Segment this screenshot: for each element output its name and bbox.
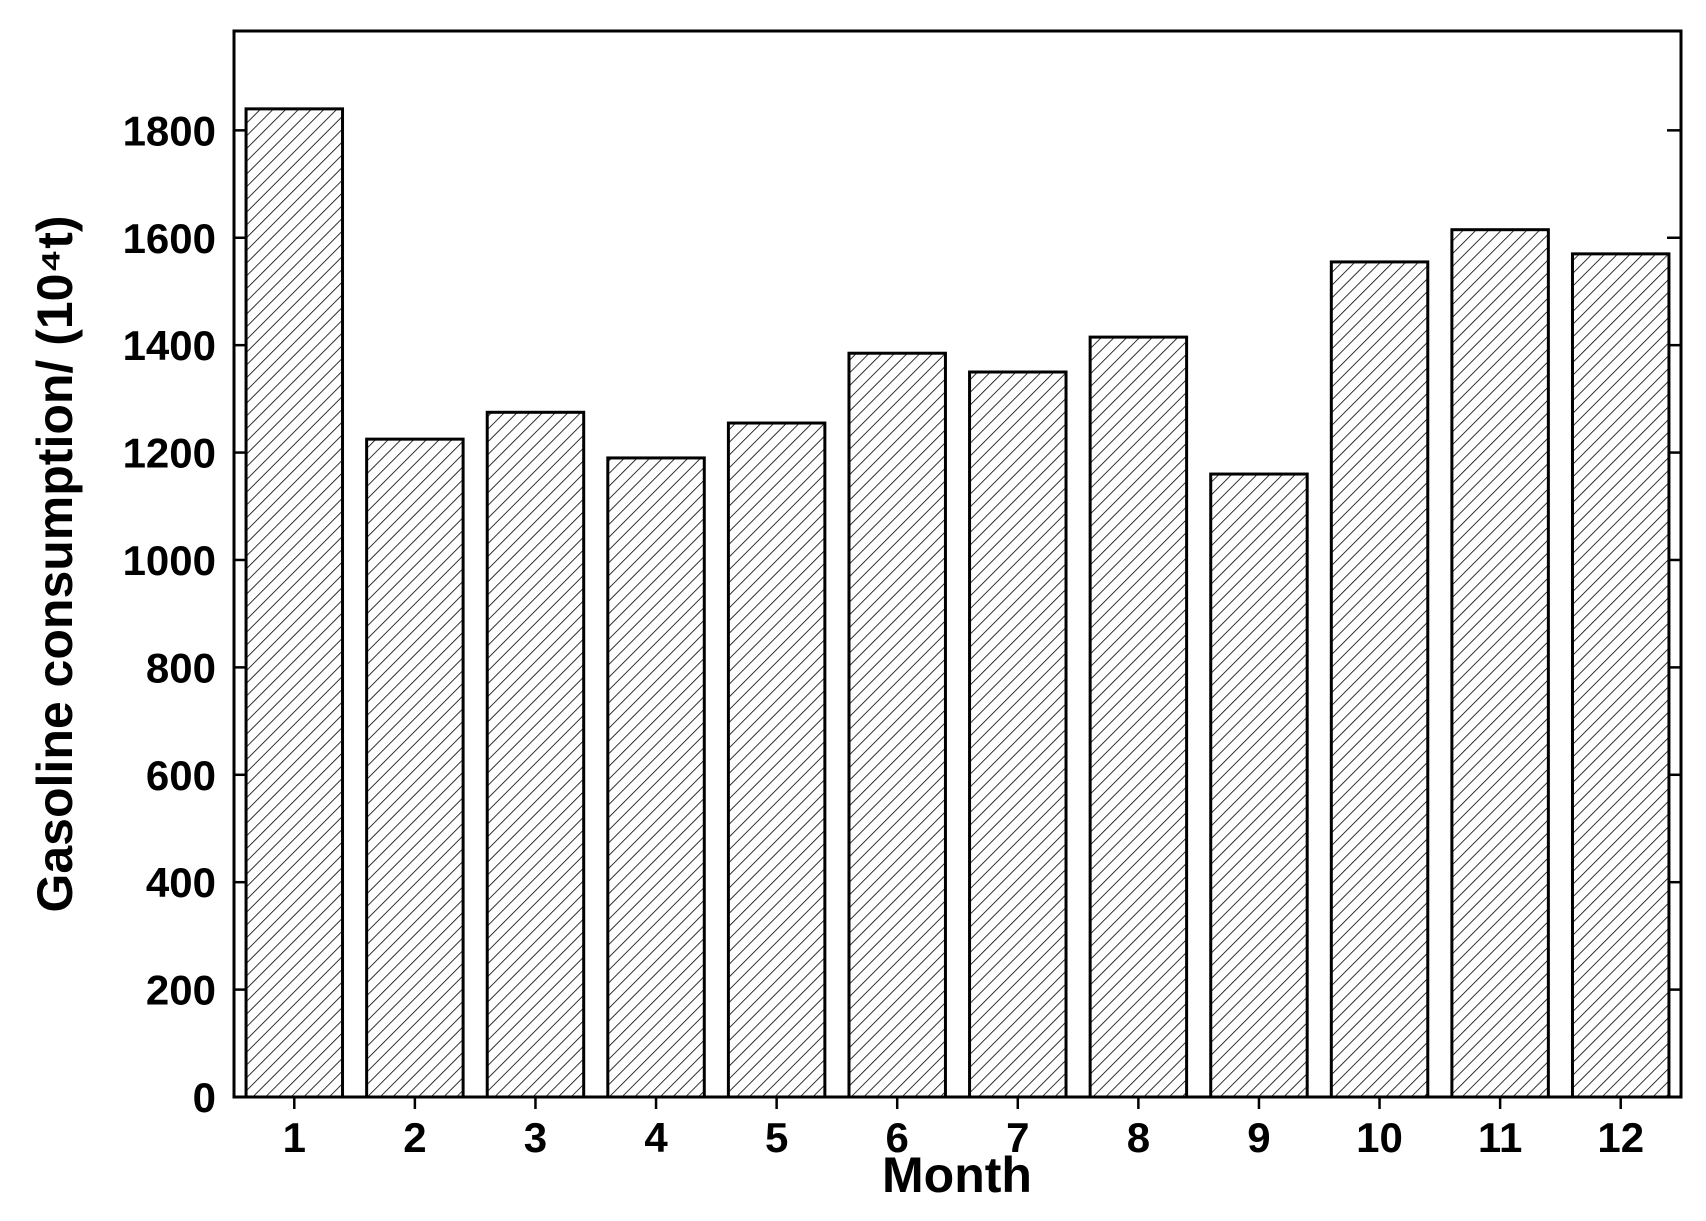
x-tick-label: 4 <box>644 1114 668 1161</box>
bar <box>1209 472 1309 1099</box>
x-tick-label: 9 <box>1247 1114 1270 1161</box>
plot-frame <box>232 29 1683 1099</box>
x-tick-label: 10 <box>1356 1114 1403 1161</box>
y-tick-label: 1600 <box>123 215 216 262</box>
x-tick-label: 1 <box>283 1114 306 1161</box>
y-tick-label: 200 <box>146 967 216 1014</box>
bar <box>244 107 345 1099</box>
y-tick-label: 400 <box>146 859 216 906</box>
bar <box>1570 252 1671 1099</box>
bar <box>1450 228 1550 1099</box>
y-tick-label: 600 <box>146 752 216 799</box>
bar <box>485 410 586 1099</box>
y-tick-label: 1800 <box>123 107 216 154</box>
x-tick-label: 2 <box>403 1114 426 1161</box>
bar <box>365 437 465 1099</box>
bar <box>1088 335 1189 1099</box>
y-tick-label: 0 <box>193 1074 216 1121</box>
y-tick-label: 1400 <box>123 322 216 369</box>
bar <box>847 351 947 1099</box>
x-tick-label: 8 <box>1127 1114 1150 1161</box>
bar <box>968 370 1068 1099</box>
bar <box>726 421 827 1099</box>
x-axis-title: Month <box>882 1147 1032 1203</box>
x-tick-label: 6 <box>886 1114 909 1161</box>
bar <box>1329 260 1430 1099</box>
y-tick-label: 1000 <box>123 537 216 584</box>
bar <box>606 456 706 1099</box>
x-tick-label: 7 <box>1006 1114 1029 1161</box>
y-axis-title: Gasoline consumption/ (10⁴t) <box>27 215 83 912</box>
x-tick-label: 5 <box>765 1114 788 1161</box>
x-tick-label: 12 <box>1597 1114 1644 1161</box>
y-tick-label: 800 <box>146 644 216 691</box>
x-tick-label: 11 <box>1478 1114 1522 1161</box>
x-tick-label: 3 <box>524 1114 547 1161</box>
y-tick-label: 1200 <box>123 430 216 477</box>
